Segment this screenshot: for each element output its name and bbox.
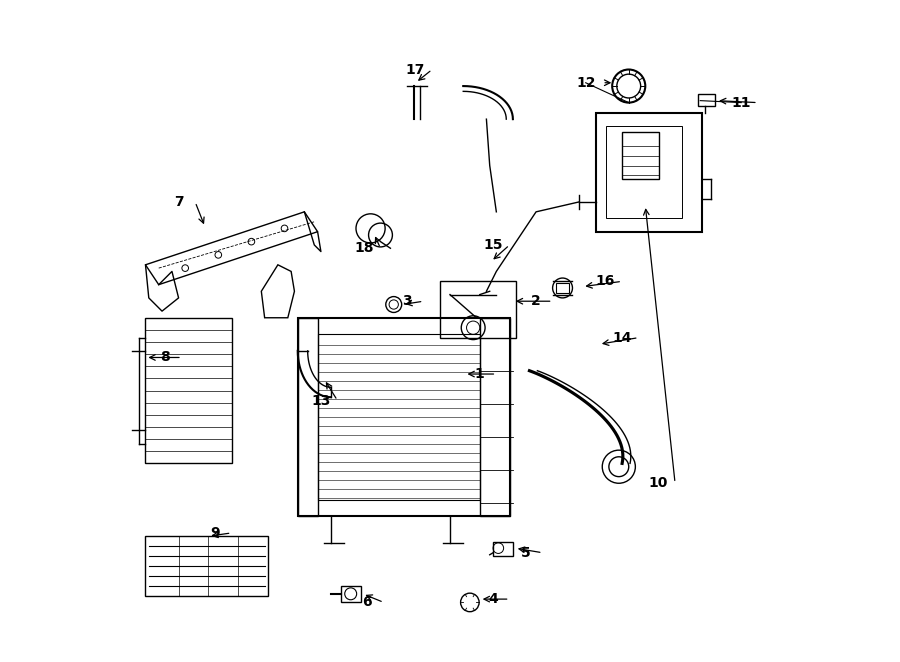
Bar	[606, 126, 681, 218]
Text: 13: 13	[311, 393, 330, 408]
Text: 11: 11	[732, 95, 751, 110]
Bar	[440, 281, 517, 338]
Text: 3: 3	[402, 294, 412, 308]
Text: 8: 8	[160, 350, 170, 365]
Bar	[698, 94, 715, 106]
Text: 9: 9	[211, 526, 220, 540]
Bar	[298, 318, 318, 516]
Text: 2: 2	[531, 294, 541, 308]
Text: 4: 4	[488, 592, 498, 606]
Bar	[556, 283, 569, 293]
Text: 1: 1	[475, 367, 485, 381]
Text: 16: 16	[596, 274, 616, 289]
Text: 7: 7	[174, 195, 184, 209]
Bar	[480, 318, 509, 516]
Text: 12: 12	[576, 75, 596, 90]
Text: 5: 5	[521, 545, 531, 560]
Bar	[622, 132, 659, 179]
Bar	[146, 536, 268, 596]
Text: 15: 15	[483, 238, 503, 252]
Bar	[298, 318, 509, 516]
Text: 18: 18	[355, 241, 374, 256]
Text: 10: 10	[649, 476, 668, 491]
Text: 17: 17	[406, 62, 426, 77]
Bar	[341, 586, 361, 602]
Bar	[146, 318, 231, 463]
Bar	[493, 542, 513, 556]
Bar	[596, 113, 702, 232]
Text: 6: 6	[363, 595, 372, 610]
Bar	[318, 334, 480, 500]
Text: 14: 14	[612, 330, 632, 345]
